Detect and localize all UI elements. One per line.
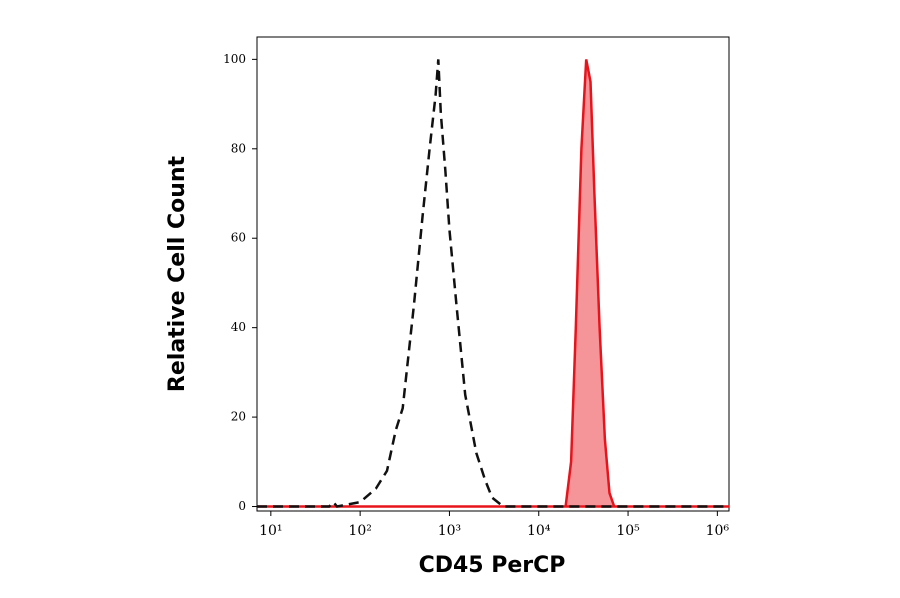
x-tick-label: 10¹ <box>259 523 282 539</box>
y-tick-label: 100 <box>223 52 246 66</box>
histogram-line <box>257 59 729 508</box>
y-tick-label: 80 <box>231 141 246 155</box>
plot-frame <box>256 36 730 512</box>
x-tick-label: 10⁵ <box>616 523 640 539</box>
x-tick-label: 10² <box>348 523 371 539</box>
y-axis-label: Relative Cell Count <box>165 155 190 392</box>
x-tick-label: 10³ <box>438 523 461 539</box>
y-tick-label: 40 <box>231 320 246 334</box>
x-axis-label: CD45 PerCP <box>419 553 566 578</box>
y-tick-label: 60 <box>231 231 246 245</box>
y-tick-label: 20 <box>231 410 246 424</box>
histogram-line <box>257 59 729 508</box>
x-tick-label: 10⁶ <box>706 523 730 539</box>
y-tick-label: 0 <box>238 499 246 513</box>
x-tick-label: 10⁴ <box>527 523 551 539</box>
